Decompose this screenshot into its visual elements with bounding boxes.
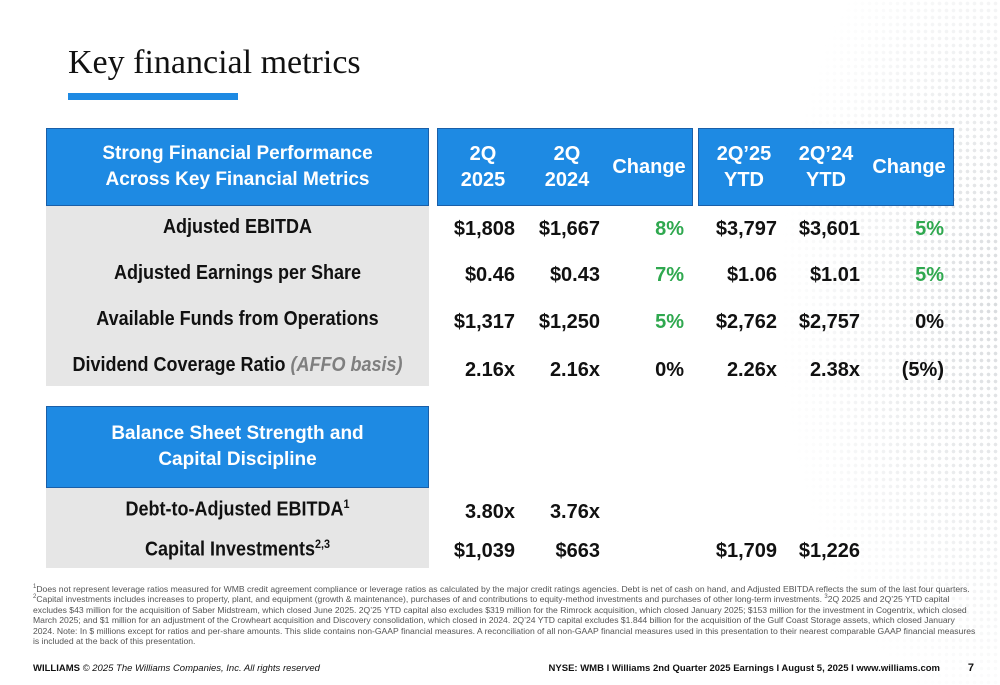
metric-label-debt-to-ebitda: Debt-to-Adjusted EBITDA1 (125, 497, 350, 521)
value-cell: 3.80x (464, 501, 515, 523)
value-cell: $3,601 (798, 218, 860, 240)
value-cell: 2.26x (726, 359, 777, 381)
value-cell: $2,757 (798, 311, 860, 333)
value-cell: $1.06 (726, 264, 777, 286)
page-number: 7 (967, 662, 974, 674)
affo-basis-note: (AFFO basis) (290, 354, 403, 376)
footer-copyright: WILLIAMS © 2025 The Williams Companies, … (33, 663, 320, 674)
change-cell: 5% (655, 311, 684, 333)
change-cell: 0% (655, 359, 684, 381)
value-cell: $0.43 (549, 264, 600, 286)
change-cell: 0% (915, 311, 944, 333)
metric-label-available-funds: Available Funds from Operations (96, 308, 379, 330)
metric-label-adjusted-eps: Adjusted Earnings per Share (113, 262, 362, 284)
metric-label-adjusted-ebitda: Adjusted EBITDA (162, 216, 313, 238)
col-2q-2024: 2Q 2024 (544, 143, 590, 191)
change-cell: (5%) (901, 359, 944, 381)
value-cell: 2.16x (464, 359, 515, 381)
quarter-columns-header: 2Q 2025 2Q 2024 Change (437, 128, 693, 206)
brand-name: WILLIAMS (33, 663, 80, 674)
title-underline (68, 93, 238, 100)
performance-header-line1: Strong Financial Performance (102, 143, 373, 164)
col-2q24-ytd: 2Q’24 YTD (798, 143, 854, 191)
change-cell: 7% (655, 264, 684, 286)
ytd-columns-header: 2Q’25 YTD 2Q’24 YTD Change (698, 128, 954, 206)
value-cell: 2.38x (809, 359, 860, 381)
balance-label-panel (46, 488, 429, 568)
performance-header: Strong Financial Performance Across Key … (46, 128, 429, 206)
value-cell: $2,762 (715, 311, 777, 333)
metric-label-capital-investments: Capital Investments2,3 (144, 537, 331, 561)
change-cell: 8% (655, 218, 684, 240)
page-title: Key financial metrics (68, 44, 361, 81)
metric-label-dividend-coverage: Dividend Coverage Ratio (AFFO basis) (72, 354, 403, 376)
value-cell: 3.76x (549, 501, 600, 523)
col-2q25-ytd: 2Q’25 YTD (716, 143, 772, 191)
balance-header-line2: Capital Discipline (158, 449, 317, 470)
change-cell: 5% (915, 218, 944, 240)
col-2q-2025: 2Q 2025 (460, 143, 506, 191)
value-cell: $1,808 (453, 218, 515, 240)
value-cell: $1,250 (538, 311, 600, 333)
dot-pattern-decoration (670, 0, 1000, 685)
value-cell: $1,317 (453, 311, 515, 333)
performance-label-panel (46, 206, 429, 386)
performance-header-line2: Across Key Financial Metrics (105, 169, 370, 190)
value-cell: $1.01 (809, 264, 860, 286)
value-cell: $0.46 (464, 264, 515, 286)
value-cell: $1,226 (798, 540, 860, 562)
change-cell: 5% (915, 264, 944, 286)
footer-info: NYSE: WMB I Williams 2nd Quarter 2025 Ea… (548, 663, 940, 674)
col-change-quarter: Change (612, 156, 686, 178)
value-cell: $3,797 (715, 218, 777, 240)
value-cell: $663 (555, 540, 601, 562)
col-change-ytd: Change (872, 156, 946, 178)
value-cell: $1,667 (538, 218, 600, 240)
value-cell: 2.16x (549, 359, 600, 381)
footnote: 1Does not represent leverage ratios meas… (33, 584, 976, 647)
value-cell: $1,039 (453, 540, 515, 562)
value-cell: $1,709 (715, 540, 777, 562)
balance-header-line1: Balance Sheet Strength and (111, 423, 364, 444)
balance-header: Balance Sheet Strength and Capital Disci… (46, 406, 429, 488)
